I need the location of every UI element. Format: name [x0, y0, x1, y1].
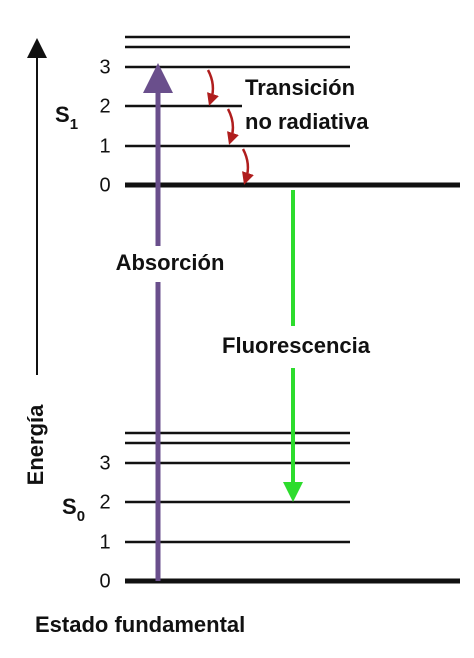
- relaxation-arrows: [206, 69, 254, 185]
- level-label: 1: [99, 135, 110, 157]
- relaxation-arrow: [241, 148, 254, 185]
- relaxation-arrow: [226, 108, 239, 145]
- state-label: S1: [55, 102, 78, 133]
- transition-label: no radiativa: [245, 109, 369, 134]
- level-label: 0: [99, 570, 110, 592]
- state-subscript: 0: [77, 508, 85, 525]
- state-subscript: 1: [70, 116, 78, 133]
- level-label: 0: [99, 174, 110, 196]
- fluorescence-label: Fluorescencia: [222, 333, 371, 358]
- absorption-label: Absorción: [116, 250, 225, 275]
- ground-state-label: Estado fundamental: [35, 612, 245, 637]
- state-label: S0: [62, 494, 85, 525]
- relaxation-arrow: [206, 69, 219, 106]
- level-label: 3: [99, 452, 110, 474]
- label-bg: [100, 246, 240, 282]
- axis-label: Energía: [23, 404, 48, 485]
- state-name: S: [62, 494, 77, 519]
- level-label: 3: [99, 56, 110, 78]
- state-name: S: [55, 102, 70, 127]
- level-label: 1: [99, 531, 110, 553]
- level-label: 2: [99, 491, 110, 513]
- label-bg: [205, 326, 385, 368]
- transition-label: Transición: [245, 75, 355, 100]
- level-label: 2: [99, 95, 110, 117]
